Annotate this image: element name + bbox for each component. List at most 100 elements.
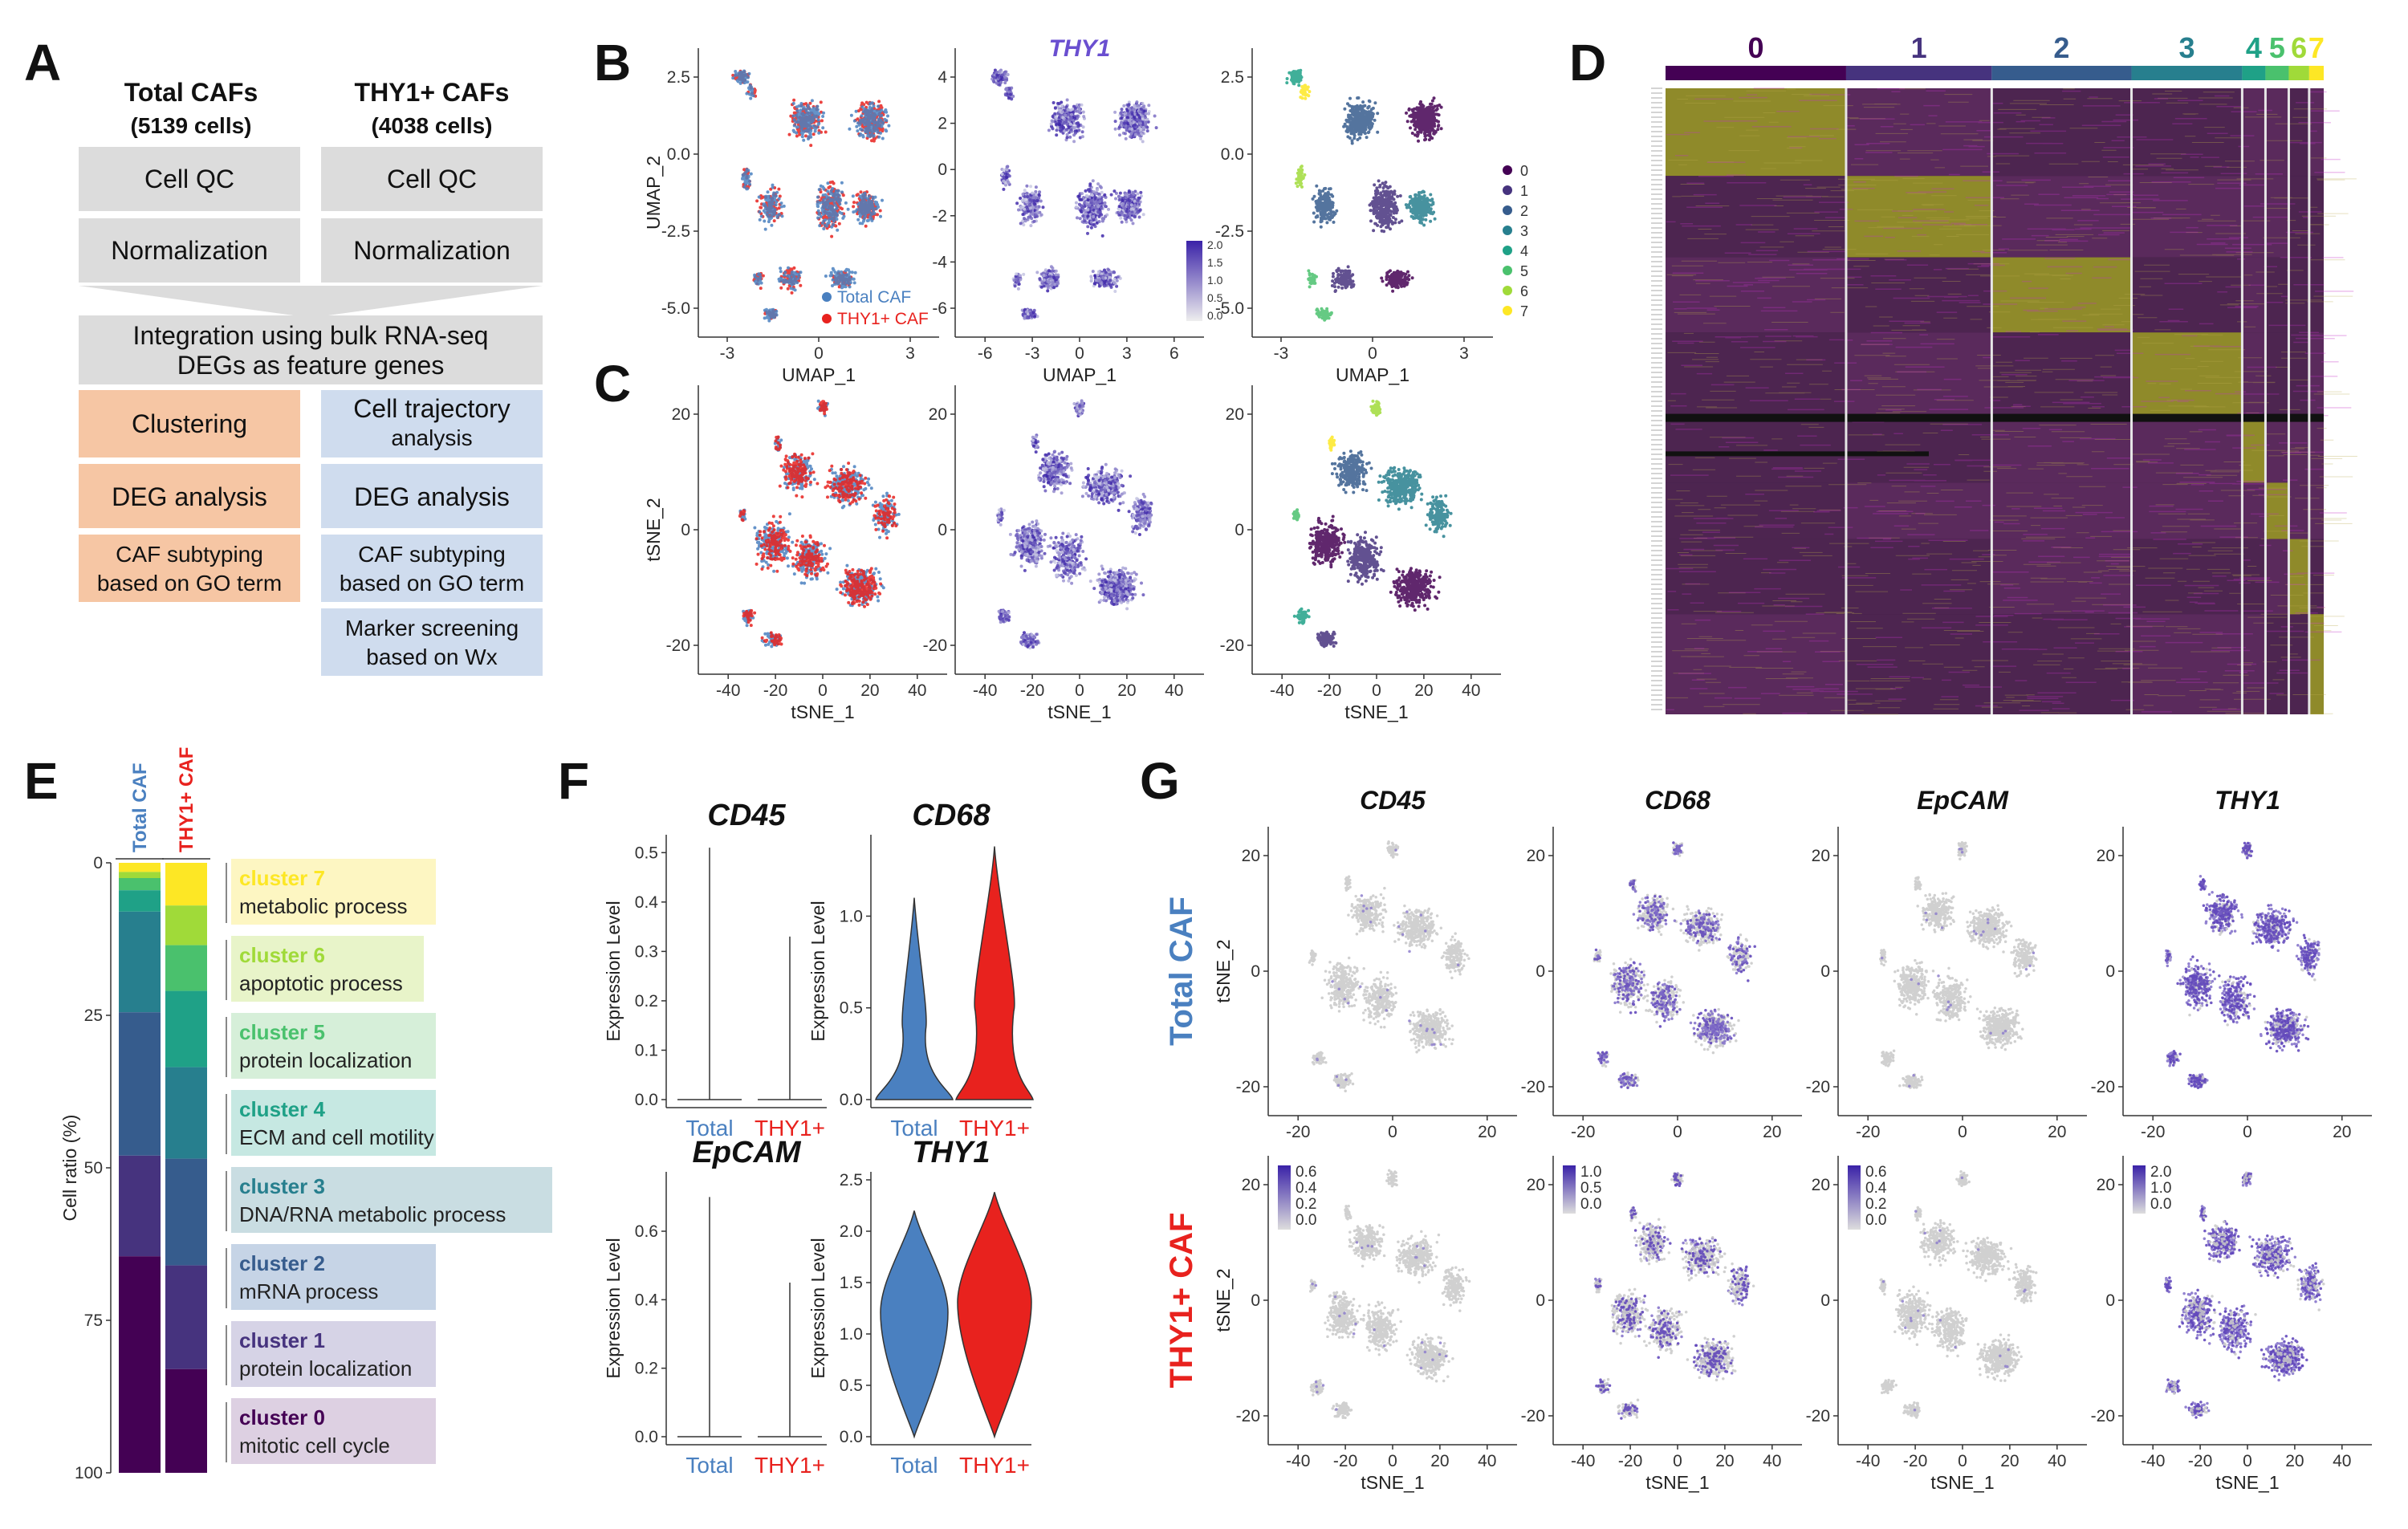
heatmap-block (2308, 539, 2324, 615)
heatmap-block (1666, 614, 1846, 714)
clustering-label: Clustering (132, 409, 247, 438)
umap-thy1-point-group (1125, 109, 1146, 217)
umap-cluster-legend-dot (1503, 286, 1512, 295)
feature-point-group (1878, 1170, 2038, 1419)
umap-thy1-point-group (1023, 276, 1105, 320)
tsne-caf-x-tick-label: -40 (716, 681, 740, 700)
tsne-thy1-point-group (1026, 409, 1147, 643)
umap-thy1-point-group (1003, 108, 1107, 280)
annotation-box (231, 1398, 436, 1464)
violin-category-label: Total (685, 1116, 733, 1141)
heatmap-block (2265, 539, 2289, 615)
feature-colorbar-label: 0.2 (1865, 1196, 1886, 1213)
bar-segment-cluster-4 (165, 990, 207, 1067)
violin-category-label: THY1+ (959, 1116, 1030, 1141)
thy1-cafs-title: THY1+ CAFs (355, 78, 510, 107)
umap-thy1-point-group (998, 74, 1133, 196)
feature-plot-cd45-thy1: -40 -20 0 20 40200-20tSNE_1tSNE_20.60.40.20.… (1213, 1156, 1517, 1493)
tsne-thy1-point-group (1031, 438, 1111, 492)
bar-y-label: Cell ratio (%) (59, 1115, 80, 1222)
heatmap-block (2288, 332, 2309, 421)
annotation-cluster-name: cluster 3 (239, 1174, 325, 1198)
umap-thy1-colorbar-label: 1.5 (1207, 256, 1223, 269)
umap-thy1-point-group (1090, 193, 1104, 276)
umap-cluster-y-tick-label: -5.0 (1215, 299, 1244, 318)
bar-segment-cluster-3 (119, 911, 161, 1013)
subtyping-box-thy1 (321, 535, 543, 602)
tsne-thy1-x-label: tSNE_1 (1047, 701, 1111, 722)
violin-y-label: Expression Level (603, 1238, 624, 1378)
umap-thy1-colorbar (1186, 241, 1202, 321)
tsne-thy1-point-group (1005, 546, 1080, 621)
bar-segment-cluster-7 (165, 863, 207, 906)
annotation-cluster-name: cluster 1 (239, 1328, 325, 1352)
tsne-thy1-x-tick-label: 40 (1165, 681, 1183, 700)
heatmap-block (2242, 176, 2266, 258)
umap-cluster-legend-label: 2 (1520, 203, 1528, 219)
deg-label-total: DEG analysis (112, 482, 267, 511)
violin-y-tick-label: 0.4 (635, 1291, 659, 1309)
umap-thy1-point-group (1084, 189, 1129, 216)
feature-colorbar-label: 0.4 (1865, 1180, 1887, 1197)
heatmap-block (1666, 482, 1846, 539)
umap-thy1-point-group (1023, 112, 1074, 319)
feature-points (1308, 1169, 1471, 1420)
umap-cluster-legend-label: 7 (1520, 303, 1528, 319)
tsne-caf-points (738, 399, 901, 649)
umap-panel-thy1: -6 -3 0 3 6 4 2 0 -2 -4 -6 UMAP_1 THY1 2.0 1.5 1.0 0.5 0.… (932, 35, 1222, 385)
tsne-thy1-point-group (1001, 407, 1101, 618)
feature-point-group (1596, 844, 1749, 1088)
tsne-cluster-y-tick-label: -20 (1220, 636, 1244, 655)
feature-colorbar-label: 0.5 (1580, 1180, 1601, 1197)
heatmap-block (1845, 88, 1992, 177)
heatmap-block (1991, 332, 2132, 421)
tsne-cluster-points (1291, 399, 1453, 649)
tsne-thy1-point-group (1029, 562, 1067, 645)
feature-colorbar (1848, 1165, 1861, 1230)
umap-cluster-y-tick-label: 2.5 (1221, 68, 1244, 87)
feature-y-tick-label: -20 (1521, 1078, 1545, 1096)
feature-point-group (2165, 1173, 2323, 1417)
tsne-cluster-point-group (1316, 531, 1385, 649)
feature-point-group (1593, 841, 1756, 1090)
subtyping-box-total (79, 535, 300, 602)
feature-y-tick-label: 0 (2105, 1291, 2115, 1310)
umap-cluster-x-tick-label: -3 (1274, 344, 1289, 363)
umap-thy1-point-group (1047, 279, 1117, 285)
umap-cluster-y-tick-label: -2.5 (1215, 222, 1244, 241)
trajectory-label-2: analysis (391, 425, 472, 450)
umap-thy1-point-group (996, 75, 1112, 319)
heatmap-block (2131, 420, 2243, 483)
feature-y-tick-label: 0 (1820, 962, 1830, 981)
umap-thy1-y-tick-label: -6 (932, 299, 947, 318)
heatmap-block (2265, 614, 2289, 714)
feature-point-group (2165, 842, 2321, 1088)
marker-box (321, 608, 543, 676)
heatmap-cluster-bar (1991, 66, 2132, 80)
heatmap-block (1991, 88, 2132, 177)
heatmap-block (2242, 257, 2266, 333)
feature-points (1878, 1170, 2038, 1419)
umap-caf-x-tick-label: 0 (814, 344, 824, 363)
bar-y-tick-label: 25 (84, 1006, 103, 1025)
feature-x-tick-label: -40 (2141, 1452, 2165, 1470)
bar-segment-cluster-4 (119, 890, 161, 912)
umap-cluster-point-group (1294, 165, 1307, 189)
tsne-thy1-point-group (1108, 480, 1113, 579)
tsne-thy1-point-group (1000, 473, 1143, 619)
heatmap-block (2242, 332, 2266, 421)
tsne-thy1-point-group (999, 477, 1104, 620)
heatmap-block (2288, 482, 2309, 539)
feature-y-tick-label: 0 (2105, 962, 2115, 981)
feature-colorbar-label: 0.0 (1865, 1212, 1886, 1229)
umap-thy1-colorbar-label: 1.0 (1207, 274, 1223, 287)
heatmap-block (2288, 257, 2309, 333)
stacked-bar-panel: 0 25 50 75 100 Cell ratio (%) Total CAF THY1+ C… (59, 747, 552, 1482)
merge-arrow (79, 286, 543, 318)
heatmap-block (1666, 88, 1846, 177)
feature-y-tick-label: 20 (2097, 847, 2115, 865)
feature-y-tick-label: 20 (1242, 1176, 1260, 1194)
violin-shape (880, 1210, 949, 1439)
